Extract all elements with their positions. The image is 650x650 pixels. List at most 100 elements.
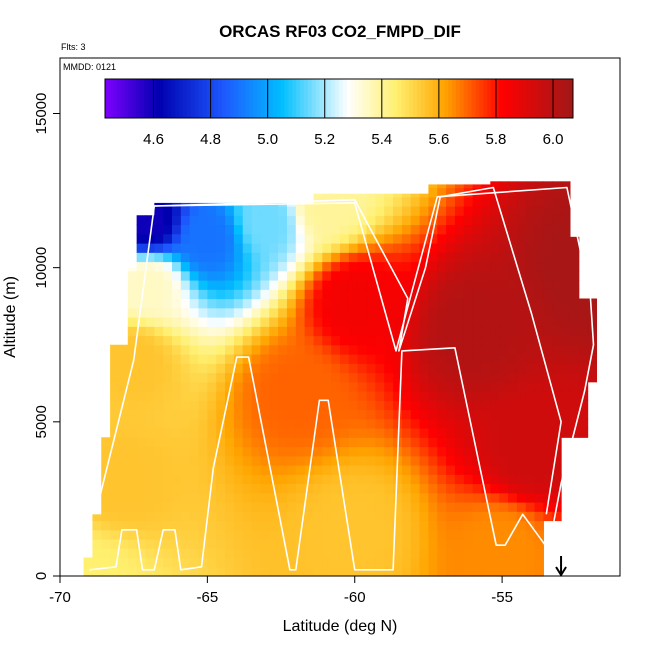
heatmap-cell xyxy=(304,344,315,355)
heatmap-cell xyxy=(198,511,208,522)
heatmap-cell xyxy=(463,184,474,189)
heatmap-cell xyxy=(516,557,527,568)
heatmap-cell xyxy=(472,529,483,540)
heatmap-cell xyxy=(136,483,147,494)
heatmap-cell xyxy=(295,363,306,374)
heatmap-cell xyxy=(463,391,474,401)
heatmap-cell xyxy=(543,326,553,337)
heatmap-cell xyxy=(366,465,376,475)
heatmap-cell xyxy=(340,474,350,485)
heatmap-cell xyxy=(145,372,155,383)
heatmap-cell xyxy=(508,317,518,327)
heatmap-cell xyxy=(304,529,315,540)
heatmap-cell xyxy=(534,280,544,290)
heatmap-cell xyxy=(242,418,253,429)
heatmap-cell xyxy=(313,428,323,438)
heatmap-cell xyxy=(428,428,438,438)
heatmap-cell xyxy=(172,206,182,216)
heatmap-cell xyxy=(410,446,421,457)
heatmap-cell xyxy=(163,307,173,318)
colorbar-segment xyxy=(342,79,348,118)
heatmap-cell xyxy=(366,344,376,355)
heatmap-cell xyxy=(242,206,253,216)
heatmap-cell xyxy=(189,298,200,309)
colorbar-tick-label: 5.0 xyxy=(257,131,278,148)
heatmap-cell xyxy=(348,224,359,235)
heatmap-cell xyxy=(357,400,368,411)
heatmap-cell xyxy=(172,566,182,577)
heatmap-cell xyxy=(366,455,376,466)
heatmap-cell xyxy=(172,520,182,531)
heatmap-cell xyxy=(499,409,509,420)
heatmap-cell xyxy=(145,455,155,466)
heatmap-cell xyxy=(481,317,491,327)
colorbar-segment xyxy=(124,79,129,118)
heatmap-cell xyxy=(172,289,182,300)
heatmap-cell xyxy=(552,465,562,475)
heatmap-cell xyxy=(233,465,244,475)
heatmap-cell xyxy=(375,511,385,522)
heatmap-cell xyxy=(340,548,350,559)
heatmap-cell xyxy=(322,474,332,485)
heatmap-cell xyxy=(516,492,527,503)
heatmap-cell xyxy=(101,483,111,494)
heatmap-cell xyxy=(534,354,544,364)
heatmap-cell xyxy=(401,280,412,290)
heatmap-cell xyxy=(499,492,509,503)
heatmap-cell xyxy=(393,492,403,503)
colorbar-segment xyxy=(245,79,250,118)
heatmap-cell xyxy=(269,381,279,392)
heatmap-cell xyxy=(454,280,465,290)
heatmap-cell xyxy=(357,335,368,346)
heatmap-cell xyxy=(516,187,527,198)
heatmap-cell xyxy=(525,446,536,457)
heatmap-cell xyxy=(587,307,598,318)
colorbar-segment xyxy=(202,79,207,118)
heatmap-cell xyxy=(428,335,438,346)
heatmap-cell xyxy=(304,557,315,568)
heatmap-cell xyxy=(446,280,456,290)
heatmap-cell xyxy=(499,261,509,272)
heatmap-cell xyxy=(463,548,474,559)
heatmap-cell xyxy=(189,289,200,300)
heatmap-cell xyxy=(110,548,120,559)
colorbar-segment xyxy=(397,79,402,118)
heatmap-cell xyxy=(260,233,270,244)
heatmap-cell xyxy=(401,391,412,401)
heatmap-cell xyxy=(322,335,332,346)
heatmap-cell xyxy=(534,391,544,401)
heatmap-cell xyxy=(366,520,376,531)
heatmap-cell xyxy=(446,206,456,216)
heatmap-cell xyxy=(331,529,341,540)
heatmap-cell xyxy=(189,224,200,235)
heatmap-cell xyxy=(561,372,571,383)
heatmap-cell xyxy=(428,474,438,485)
heatmap-cell xyxy=(525,187,536,198)
heatmap-cell xyxy=(225,474,235,485)
heatmap-cell xyxy=(463,206,474,216)
heatmap-cell xyxy=(331,193,341,198)
heatmap-cell xyxy=(145,363,155,374)
heatmap-cell xyxy=(569,418,580,429)
heatmap-cell xyxy=(269,539,279,549)
heatmap-cell xyxy=(198,344,208,355)
heatmap-cell xyxy=(552,354,562,364)
heatmap-cell xyxy=(525,270,536,281)
heatmap-cell xyxy=(295,455,306,466)
colorbar-segment xyxy=(163,79,168,118)
heatmap-cell xyxy=(437,372,447,383)
heatmap-cell xyxy=(508,280,518,290)
heatmap-cell xyxy=(437,289,447,300)
heatmap-cell xyxy=(322,307,332,318)
heatmap-cell xyxy=(154,437,164,448)
heatmap-cell xyxy=(225,335,235,346)
colorbar-segment xyxy=(362,79,367,118)
heatmap-cell xyxy=(348,455,359,466)
heatmap-cell xyxy=(198,465,208,475)
heatmap-cell xyxy=(481,465,491,475)
colorbar-segment xyxy=(261,79,266,118)
heatmap-cell xyxy=(180,529,191,540)
heatmap-cell xyxy=(437,474,447,485)
heatmap-cell xyxy=(313,465,323,475)
heatmap-cell xyxy=(225,391,235,401)
